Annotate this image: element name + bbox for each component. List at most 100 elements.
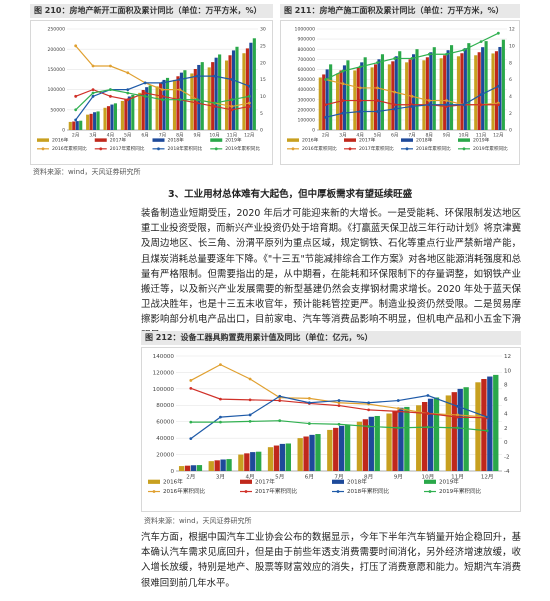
bar-2018年	[398, 407, 404, 471]
bar-2017年	[106, 106, 111, 130]
legend-swatch-dot	[157, 147, 160, 151]
bar-2018年	[279, 443, 286, 471]
y-right-tick-label: 6	[509, 77, 512, 83]
point-2017年累积同比	[230, 108, 234, 112]
bar-2016年	[370, 67, 374, 130]
bar-2019年	[235, 46, 239, 130]
point-2019年累积同比	[337, 422, 341, 426]
y-left-tick-label: 300000	[297, 97, 315, 103]
bar-2017年	[356, 67, 360, 130]
point-2017年累积同比	[189, 386, 193, 390]
point-2018年累积同比	[74, 118, 78, 122]
x-tick-label: 9月	[394, 474, 403, 481]
bar-2019年	[404, 406, 410, 471]
point-2019年累积同比	[341, 69, 345, 73]
bar-2019年	[256, 451, 262, 471]
body-paragraph-1: 装备制造业短期受压，2020 年后才可能迎来新的大增长。一是受能耗、环保限制发达…	[141, 208, 521, 341]
point-2017年累积同比	[324, 103, 328, 107]
legend-swatch-dot	[214, 147, 218, 151]
figure-211-svg: 1000000900000800000700000600000500000400…	[287, 27, 515, 152]
point-2019年累积同比	[324, 78, 328, 81]
point-2019年累积同比	[426, 425, 430, 429]
x-tick-label: 8月	[176, 133, 184, 139]
y-left-tick-label: 140000	[153, 354, 175, 360]
bar-2018年	[249, 42, 253, 130]
bar-2017年	[333, 427, 339, 471]
point-2017年累积同比	[479, 103, 483, 107]
legend-swatch-dot	[428, 490, 432, 493]
bar-2018年	[360, 62, 364, 130]
x-tick-label: 9月	[443, 133, 451, 139]
bar-2017年	[273, 445, 280, 471]
legend-label: 2019年累积同比	[473, 145, 508, 152]
bar-2016年	[386, 413, 392, 471]
bar-2019年	[148, 85, 152, 130]
point-2017年累积同比	[74, 94, 78, 98]
point-2016年累积同比	[109, 64, 112, 68]
figure-211-title-text: 图 211：房地产施工面积及累计同比（单位：万平方米，%）	[284, 6, 504, 15]
y-left-tick-label: 1000000	[295, 27, 316, 33]
point-2018年累积同比	[278, 394, 282, 398]
y-right-tick-label: -4	[504, 469, 510, 475]
x-tick-label: 7月	[159, 133, 167, 139]
point-2019年累积同比	[91, 91, 95, 95]
point-2019年累积同比	[376, 61, 379, 65]
bar-2016年	[327, 429, 333, 471]
point-2017年累积同比	[426, 412, 430, 415]
point-2016年累积同比	[427, 99, 431, 102]
x-tick-label: 9月	[193, 133, 201, 139]
legend-swatch-dot	[41, 147, 45, 151]
bar-2018年	[231, 50, 236, 130]
point-2016年累积同比	[178, 88, 182, 91]
legend-label: 2019年累积同比	[439, 487, 482, 495]
y-right-tick-label: 5	[260, 111, 263, 117]
bar-2019年	[344, 425, 351, 471]
y-left-tick-label: 150000	[47, 67, 65, 73]
bar-2016年	[208, 461, 214, 471]
figure-210-title-text: 图 210：房地产新开工面积及累计同比（单位：万平方米，%）	[34, 6, 262, 15]
point-2017年累积同比	[247, 105, 251, 108]
point-2016年累积同比	[161, 88, 164, 91]
point-2017年累积同比	[219, 397, 222, 401]
bar-2017年	[124, 98, 128, 130]
point-2018年累积同比	[126, 88, 130, 91]
point-2017年累积同比	[496, 103, 500, 107]
point-2016年累积同比	[91, 64, 95, 68]
bar-2018年	[75, 121, 79, 130]
x-tick-label: 12月	[244, 133, 254, 139]
bar-2019年	[131, 94, 135, 130]
point-2017年累积同比	[161, 94, 164, 98]
bar-2019年	[415, 49, 419, 131]
bar-2018年	[457, 388, 463, 471]
x-tick-label: 4月	[246, 474, 255, 481]
y-left-tick-label: 60000	[156, 420, 174, 426]
bar-2016年	[225, 60, 229, 130]
bar-2017年	[481, 379, 487, 471]
y-right-tick-label: 4	[509, 94, 512, 100]
point-2016年累积同比	[341, 82, 345, 86]
bar-2018年	[110, 104, 114, 130]
point-2016年累积同比	[358, 86, 362, 90]
x-tick-label: 11月	[227, 133, 237, 139]
x-tick-label: 12月	[481, 474, 494, 481]
point-2018年累积同比	[143, 81, 147, 85]
y-right-tick-label: 8	[504, 383, 508, 389]
legend-swatch	[152, 138, 165, 142]
point-2019年累积同比	[456, 426, 459, 430]
bar-2016年	[475, 382, 481, 471]
figure-211-title: 图 211：房地产施工面积及累计同比（单位：万平方米，%）	[280, 4, 520, 18]
bar-2017年	[494, 51, 499, 130]
y-right-tick-label: 12	[504, 354, 511, 360]
bar-2018年	[325, 69, 329, 130]
point-2018年累积同比	[195, 74, 199, 78]
bar-2016年	[297, 438, 303, 471]
legend-label: 2016年	[52, 137, 69, 144]
bar-2017年	[425, 57, 429, 130]
y-left-tick-label: 40000	[156, 436, 174, 442]
point-2016年累积同比	[393, 90, 397, 94]
bar-2018年	[368, 416, 374, 471]
y-right-tick-label: 10	[260, 94, 266, 100]
x-tick-label: 3月	[89, 133, 97, 139]
bar-2017年	[374, 64, 378, 130]
point-2016年累积同比	[445, 99, 448, 102]
